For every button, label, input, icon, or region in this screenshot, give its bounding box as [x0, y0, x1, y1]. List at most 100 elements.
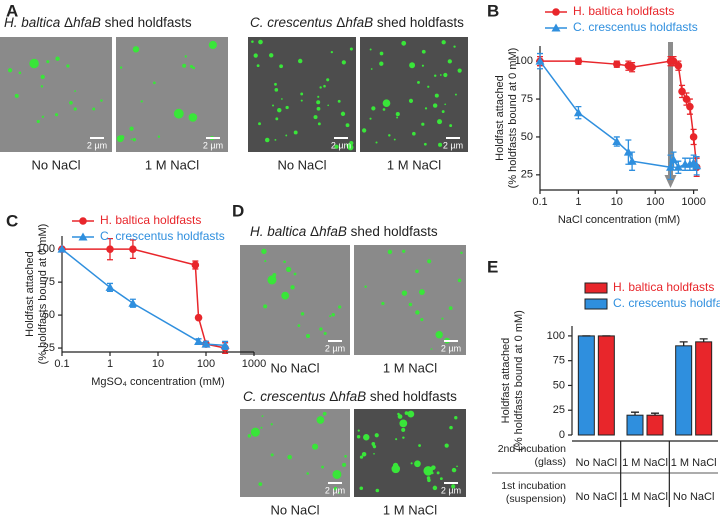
x-tick-label: 1 M NaCl — [622, 457, 668, 469]
holdfast-spot — [381, 301, 385, 306]
y-tick-label: 100 — [515, 55, 533, 67]
holdfast-spot — [371, 106, 376, 111]
y-axis-label: Holdfast attached — [500, 338, 512, 424]
data-point — [674, 61, 683, 70]
holdfast-spot — [267, 275, 277, 285]
holdfast-spot — [268, 53, 274, 58]
row-label: 2nd incubation — [498, 443, 566, 455]
holdfast-spot — [40, 85, 44, 88]
x-tick-label: 0.1 — [54, 358, 69, 370]
y-tick-label: 100 — [37, 243, 55, 255]
holdfast-spot — [454, 416, 458, 420]
series-line — [61, 248, 226, 347]
holdfast-spot — [285, 134, 288, 137]
holdfast-spot — [423, 466, 433, 476]
holdfast-spot — [359, 486, 364, 491]
holdfast-spot — [281, 98, 283, 100]
data-point — [201, 339, 211, 348]
y-axis-label: (% holdfasts bound at 0 mM) — [37, 224, 49, 365]
series-line — [540, 60, 698, 168]
image-label: 1 M NaCl — [387, 157, 441, 172]
holdfast-spot — [427, 259, 432, 264]
holdfast-spot — [396, 116, 399, 119]
holdfast-spot — [434, 93, 439, 98]
holdfast-spot — [281, 291, 290, 300]
bar — [626, 414, 644, 436]
holdfast-spot — [388, 134, 391, 137]
title-part: Δ — [333, 15, 346, 30]
scale-label: 2 µm — [325, 343, 345, 353]
holdfast-spot — [264, 137, 270, 143]
holdfast-spot — [356, 435, 361, 439]
holdfast-spot — [404, 411, 409, 415]
y-tick-label: 0 — [559, 429, 565, 441]
x-tick-label: 1000 — [242, 358, 266, 370]
panel-title: C. crescentus ΔhfaB shed holdfasts — [250, 15, 464, 30]
image-label: 1 M NaCl — [145, 157, 199, 172]
holdfast-spot — [286, 266, 292, 272]
holdfast-spot — [338, 305, 342, 309]
holdfast-spot — [402, 436, 405, 439]
data-point — [194, 336, 204, 345]
holdfast-spot — [46, 60, 50, 64]
holdfast-spot — [261, 248, 267, 255]
holdfast-spot — [283, 260, 286, 264]
bar — [597, 335, 615, 436]
holdfast-spot — [316, 106, 321, 111]
holdfast-spot — [153, 81, 156, 85]
data-point — [613, 60, 621, 68]
title-part: Δ — [326, 389, 339, 404]
holdfast-spot — [54, 113, 59, 117]
data-point — [678, 87, 686, 96]
holdfast-spot — [253, 53, 258, 58]
row-label: 1st incubation — [501, 480, 566, 492]
micrograph: 2 µm — [354, 409, 466, 497]
holdfast-spot — [341, 60, 346, 65]
holdfast-spot — [270, 423, 273, 426]
error-bar — [631, 411, 639, 416]
title-part: hfaB — [345, 15, 373, 30]
data-point — [573, 108, 583, 117]
holdfast-spot — [182, 63, 187, 68]
holdfast-spot — [357, 429, 360, 432]
holdfast-spot — [346, 143, 350, 147]
holdfast-spot — [270, 453, 274, 457]
holdfast-spot — [184, 55, 187, 58]
legend-label: H. baltica holdfasts — [573, 4, 674, 18]
holdfast-spot — [140, 100, 143, 103]
holdfast-spot — [372, 444, 375, 447]
holdfast-spot — [391, 464, 401, 474]
image-label: 1 M NaCl — [383, 360, 437, 375]
holdfast-spot — [290, 285, 295, 290]
x-tick-label: No NaCl — [673, 491, 715, 503]
holdfast-spot — [453, 45, 456, 48]
data-point — [669, 57, 678, 65]
y-axis-label: Holdfast attached — [494, 75, 506, 161]
holdfast-spot — [132, 46, 140, 53]
holdfast-spot — [441, 110, 445, 113]
holdfast-spot — [448, 306, 453, 311]
holdfast-spot — [130, 138, 133, 141]
holdfast-spot — [305, 334, 310, 339]
bar — [646, 414, 664, 436]
y-tick-label: 50 — [553, 379, 565, 391]
error-bar — [679, 341, 688, 346]
holdfast-spot — [430, 348, 433, 350]
x-tick-label: 1 — [107, 358, 113, 370]
holdfast-spot — [258, 39, 263, 45]
legend-label: C. crescentus holdfasts — [613, 296, 720, 310]
x-tick-label: 10 — [152, 358, 164, 370]
micrograph-background — [354, 245, 466, 355]
x-tick-label: No NaCl — [576, 457, 618, 469]
title-part: shed holdfasts — [101, 15, 192, 30]
holdfast-spot — [263, 304, 268, 309]
holdfast-spot — [375, 141, 378, 144]
holdfast-spot — [407, 410, 415, 418]
holdfast-spot — [334, 144, 339, 149]
holdfast-spot — [14, 93, 19, 98]
holdfast-spot — [285, 105, 289, 110]
holdfast-spot — [439, 74, 442, 76]
holdfast-spot — [443, 72, 448, 78]
x-tick-label: 100 — [646, 196, 664, 208]
x-tick-label: 10 — [611, 196, 623, 208]
